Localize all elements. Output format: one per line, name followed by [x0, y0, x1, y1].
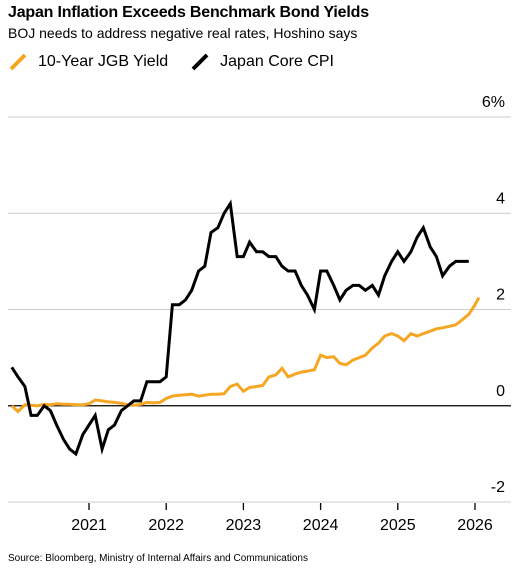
- legend-item-jgb: 10-Year JGB Yield: [8, 52, 168, 72]
- x-tick-label: 2025: [380, 517, 416, 534]
- legend-label-jgb: 10-Year JGB Yield: [38, 53, 169, 70]
- chart-subtitle: BOJ needs to address negative real rates…: [8, 25, 358, 41]
- series-line-core-cpi: [10, 199, 469, 457]
- y-tick-label: 6%: [482, 94, 505, 111]
- series-line-jgb-yield: [10, 296, 481, 414]
- legend-swatch-cpi: [191, 53, 209, 71]
- x-tick-label: 2022: [148, 517, 184, 534]
- legend-item-cpi: Japan Core CPI: [190, 52, 334, 72]
- legend-label-cpi: Japan Core CPI: [220, 53, 334, 70]
- x-tick-label: 2026: [457, 517, 493, 534]
- legend: 10-Year JGB Yield Japan Core CPI: [8, 50, 356, 74]
- y-tick-label: -2: [491, 479, 505, 496]
- x-tick-label: 2021: [71, 517, 107, 534]
- legend-swatch-jgb: [9, 53, 27, 71]
- x-tick-label: 2023: [226, 517, 262, 534]
- x-tick-label: 2024: [303, 517, 339, 534]
- chart-title: Japan Inflation Exceeds Benchmark Bond Y…: [8, 4, 369, 21]
- y-tick-label: 2: [496, 287, 505, 304]
- y-tick-label: 0: [496, 383, 505, 400]
- source-note: Source: Bloomberg, Ministry of Internal …: [8, 553, 308, 564]
- y-tick-label: 4: [496, 190, 505, 207]
